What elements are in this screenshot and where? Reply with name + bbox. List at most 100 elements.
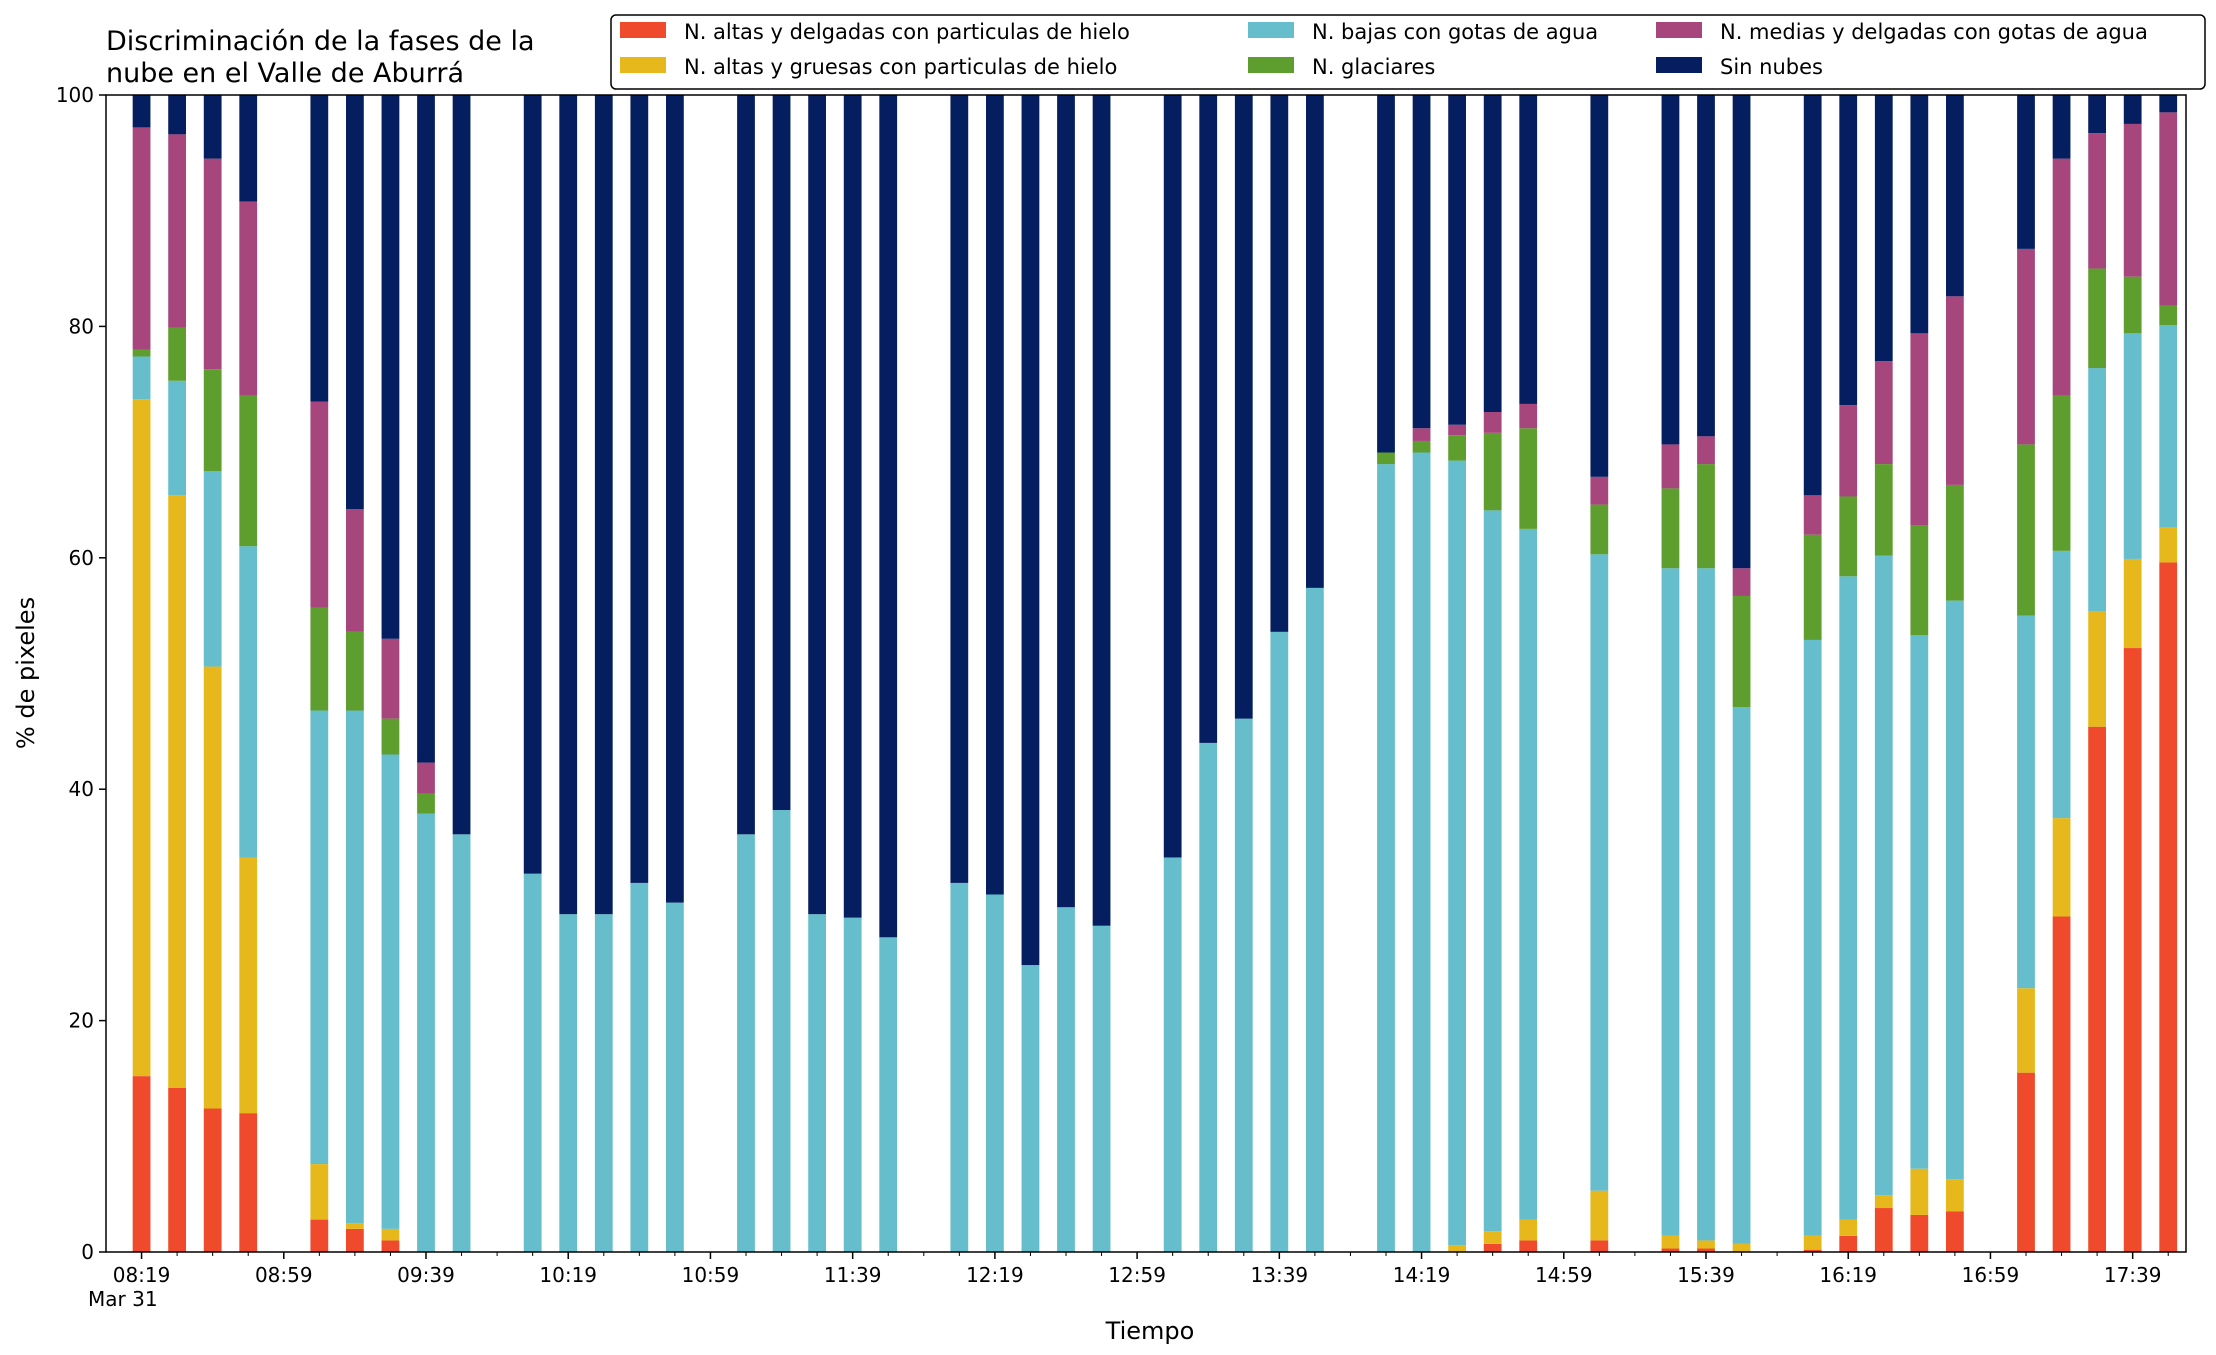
bar-group — [2123, 95, 2142, 1252]
bar-segment-sin — [2052, 95, 2071, 159]
y-tick-label: 80 — [69, 314, 94, 338]
bar-segment-altas_gruesas — [2017, 988, 2035, 1073]
bar-segment-glaciares — [1483, 432, 1502, 511]
bar-segment-bajas — [1946, 600, 1964, 1180]
bar-segment-bajas — [1377, 464, 1395, 1253]
bar-group — [1377, 95, 1395, 1253]
bar-segment-medias — [346, 509, 364, 632]
legend-item-sin: Sin nubes — [1656, 55, 1823, 79]
bar-segment-glaciares — [132, 349, 151, 357]
bar-segment-bajas — [1163, 857, 1182, 1252]
bar-segment-altas_delgadas — [2159, 562, 2178, 1252]
bar-segment-sin — [346, 95, 364, 510]
bar-segment-bajas — [1697, 568, 1715, 1241]
bar-segment-sin — [630, 95, 649, 883]
legend-swatch — [1248, 57, 1294, 73]
bar-segment-bajas — [452, 834, 471, 1252]
y-tick-label: 60 — [69, 546, 94, 570]
chart-title-line-1: Discriminación de la fases de la — [106, 26, 535, 57]
bar-segment-sin — [1910, 95, 1929, 334]
bar-segment-bajas — [594, 914, 613, 1252]
bar-segment-altas_gruesas — [1590, 1190, 1609, 1241]
bar-segment-sin — [594, 95, 613, 915]
bar-segment-sin — [381, 95, 400, 639]
bar-segment-altas_gruesas — [132, 399, 151, 1077]
legend: N. altas y delgadas con particulas de hi… — [610, 14, 2206, 90]
bar-group — [2052, 95, 2071, 1252]
bar-segment-altas_delgadas — [1839, 1235, 1858, 1252]
bar-segment-glaciares — [1697, 464, 1715, 569]
bar-group — [1661, 95, 1680, 1252]
bar-segment-sin — [132, 95, 151, 128]
bar-segment-glaciares — [2017, 444, 2035, 616]
bar-segment-bajas — [203, 471, 222, 667]
bar-segment-glaciares — [1661, 488, 1680, 569]
bar-segment-altas_gruesas — [168, 495, 186, 1088]
bar-segment-altas_delgadas — [1697, 1248, 1715, 1252]
x-tick-label: 14:19 — [1393, 1263, 1451, 1287]
bar-segment-altas_delgadas — [132, 1076, 151, 1252]
bar-group — [1021, 95, 1040, 1252]
bar-segment-medias — [132, 127, 151, 350]
x-tick-label: 10:19 — [539, 1263, 597, 1287]
bar-segment-bajas — [1412, 452, 1431, 1252]
bar-segment-medias — [1412, 428, 1431, 441]
bar-segment-glaciares — [417, 793, 435, 814]
bar-segment-bajas — [239, 546, 258, 858]
bar-segment-altas_gruesas — [2123, 558, 2142, 649]
bar-segment-altas_gruesas — [346, 1223, 364, 1229]
bar-group — [1234, 95, 1253, 1252]
bar-segment-glaciares — [1874, 464, 1893, 556]
x-tick-label: 16:59 — [1962, 1263, 2020, 1287]
bar-group — [1946, 95, 1964, 1252]
bar-segment-medias — [2088, 133, 2106, 269]
bar-segment-altas_gruesas — [1874, 1195, 1893, 1209]
y-tick-label: 0 — [81, 1240, 94, 1264]
bar-segment-sin — [1234, 95, 1253, 719]
bar-segment-altas_delgadas — [2017, 1072, 2035, 1252]
bar-segment-bajas — [666, 902, 684, 1252]
bar-group — [986, 95, 1004, 1252]
bar-segment-bajas — [2088, 368, 2106, 612]
bar-segment-glaciares — [1910, 525, 1929, 636]
legend-label: Sin nubes — [1720, 55, 1823, 79]
bar-segment-altas_delgadas — [1590, 1240, 1609, 1252]
bar-segment-sin — [1874, 95, 1893, 362]
bar-segment-glaciares — [1448, 435, 1466, 461]
bar-segment-altas_delgadas — [1483, 1243, 1502, 1252]
bar-segment-altas_gruesas — [2088, 611, 2106, 727]
bar-segment-bajas — [381, 754, 400, 1229]
bar-group — [132, 95, 151, 1252]
legend-label: N. altas y gruesas con particulas de hie… — [684, 55, 1117, 79]
bar-segment-medias — [1519, 403, 1538, 429]
bar-group — [666, 95, 684, 1252]
bar-segment-medias — [2159, 112, 2178, 306]
bar-group — [310, 95, 329, 1252]
bar-segment-bajas — [2159, 325, 2178, 528]
bar-segment-altas_gruesas — [203, 666, 222, 1109]
bar-segment-bajas — [1234, 718, 1253, 1252]
bar-segment-glaciares — [1590, 504, 1609, 555]
bar-group — [1910, 95, 1929, 1252]
legend-swatch — [620, 22, 666, 38]
bar-segment-glaciares — [1839, 496, 1858, 577]
bar-segment-altas_delgadas — [1946, 1211, 1964, 1252]
bar-segment-glaciares — [2088, 268, 2106, 369]
bar-segment-bajas — [417, 813, 435, 1252]
legend-item-glaciares: N. glaciares — [1248, 55, 1435, 79]
bar-segment-sin — [950, 95, 969, 883]
bar-segment-altas_gruesas — [1732, 1243, 1751, 1252]
bar-segment-sin — [1021, 95, 1040, 966]
bar-segment-bajas — [310, 710, 329, 1165]
x-tick-label: 10:59 — [682, 1263, 740, 1287]
legend-label: N. medias y delgadas con gotas de agua — [1720, 20, 2148, 44]
bar-segment-altas_gruesas — [1839, 1219, 1858, 1236]
bar-segment-sin — [1697, 95, 1715, 437]
y-axis-label: % de pixeles — [12, 597, 40, 749]
bar-segment-altas_gruesas — [1519, 1219, 1538, 1241]
bar-segment-glaciares — [1412, 440, 1431, 453]
bar-segment-glaciares — [2123, 276, 2142, 334]
bar-segment-medias — [1874, 361, 1893, 465]
bar-segment-bajas — [1590, 554, 1609, 1191]
legend-label: N. glaciares — [1312, 55, 1435, 79]
